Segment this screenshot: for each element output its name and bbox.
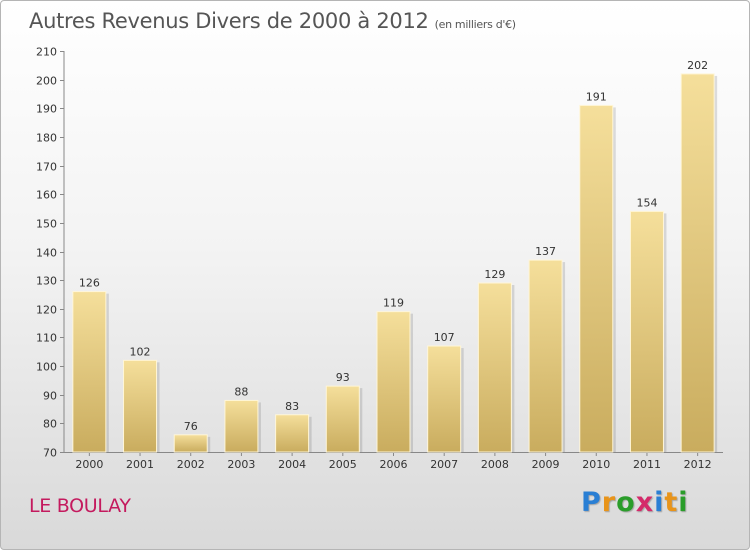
y-tick-label: 80 bbox=[43, 418, 57, 431]
y-tick-label: 190 bbox=[36, 103, 57, 116]
bar-2012 bbox=[680, 73, 715, 453]
y-tick-label: 120 bbox=[36, 304, 57, 317]
bar-2011 bbox=[629, 210, 664, 453]
bar-value-label: 154 bbox=[636, 196, 657, 209]
y-tick-label: 140 bbox=[36, 247, 57, 260]
x-tick-label: 2001 bbox=[126, 458, 154, 471]
bar-2002 bbox=[173, 434, 208, 453]
bar-value-label: 137 bbox=[535, 245, 556, 258]
y-tick-label: 150 bbox=[36, 218, 57, 231]
title-unit: (en milliers d'€) bbox=[434, 18, 516, 31]
x-tick-label: 2007 bbox=[430, 458, 458, 471]
chart-axes: 70 80 90 100 110 120 130 140 150 160 170 180 190 200 2… bbox=[36, 46, 723, 460]
x-tick-label: 2006 bbox=[380, 458, 408, 471]
y-tick-label: 160 bbox=[36, 189, 57, 202]
bar-value-label: 119 bbox=[383, 297, 404, 310]
x-tick-label: 2009 bbox=[532, 458, 560, 471]
x-tick-label: 2005 bbox=[329, 458, 357, 471]
y-tick-label: 210 bbox=[36, 46, 57, 59]
x-tick-label: 2004 bbox=[278, 458, 306, 471]
bar-2009 bbox=[528, 259, 563, 453]
logo-letter: o bbox=[616, 487, 636, 518]
x-tick-label: 2003 bbox=[227, 458, 255, 471]
y-tick-label: 180 bbox=[36, 132, 57, 145]
city-name: LE BOULAY bbox=[29, 495, 131, 517]
bar-2008 bbox=[477, 282, 512, 453]
logo-letter: t bbox=[664, 487, 679, 518]
y-tick-label: 90 bbox=[43, 390, 57, 403]
y-tick-label: 170 bbox=[36, 161, 57, 174]
bar-2001 bbox=[123, 359, 158, 453]
bar-2006 bbox=[376, 311, 411, 453]
y-tick-label: 70 bbox=[43, 447, 57, 460]
bar-2005 bbox=[325, 385, 360, 453]
bar-value-label: 202 bbox=[687, 59, 708, 72]
bar-2004 bbox=[275, 414, 310, 453]
bar-value-label: 83 bbox=[285, 400, 299, 413]
y-tick-label: 200 bbox=[36, 75, 57, 88]
chart-bars bbox=[72, 73, 718, 453]
bar-value-label: 102 bbox=[130, 345, 151, 358]
logo-letter: i bbox=[654, 487, 665, 518]
y-tick-label: 130 bbox=[36, 275, 57, 288]
x-tick-label: 2002 bbox=[177, 458, 205, 471]
x-tick-label: 2010 bbox=[582, 458, 610, 471]
proxiti-logo[interactable]: Proxiti bbox=[581, 487, 689, 518]
y-tick-label: 110 bbox=[36, 332, 57, 345]
chart-title: Autres Revenus Divers de 2000 à 2012 (en … bbox=[29, 9, 516, 33]
logo-letter: x bbox=[635, 487, 655, 518]
bar-2003 bbox=[224, 399, 259, 453]
bar-value-label: 76 bbox=[184, 420, 198, 433]
bar-value-label: 191 bbox=[586, 90, 607, 103]
bar-value-label: 129 bbox=[484, 268, 505, 281]
bar-2007 bbox=[427, 345, 462, 453]
bar-2010 bbox=[579, 104, 614, 453]
x-tick-label: 2000 bbox=[75, 458, 103, 471]
bar-2000 bbox=[72, 291, 107, 453]
logo-letter: r bbox=[601, 487, 617, 518]
bar-value-label: 93 bbox=[336, 371, 350, 384]
title-text: Autres Revenus Divers de 2000 à 2012 bbox=[29, 9, 429, 33]
y-tick-label: 100 bbox=[36, 361, 57, 374]
bar-value-label: 88 bbox=[234, 385, 248, 398]
logo-letter: i bbox=[678, 487, 689, 518]
bar-value-label: 126 bbox=[79, 277, 100, 290]
x-tick-label: 2008 bbox=[481, 458, 509, 471]
x-tick-label: 2012 bbox=[684, 458, 712, 471]
logo-letter: P bbox=[581, 487, 602, 518]
bar-value-label: 107 bbox=[434, 331, 455, 344]
chart-labels: 126 2000 102 2001 76 2002 88 2003 83 2004 93 2005 11… bbox=[75, 59, 711, 471]
x-tick-label: 2011 bbox=[633, 458, 661, 471]
